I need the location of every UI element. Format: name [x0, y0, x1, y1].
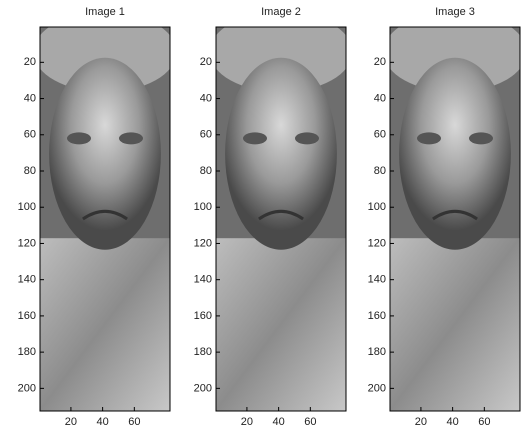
x-tick-label: 20	[415, 416, 427, 428]
x-tick-label: 60	[304, 416, 316, 428]
y-tick-label: 180	[18, 346, 36, 358]
y-tick-label: 100	[18, 201, 36, 213]
image	[34, 12, 177, 411]
y-tick-label: 60	[200, 129, 212, 141]
y-tick-label: 40	[200, 92, 212, 104]
bust	[40, 238, 170, 411]
eye	[67, 132, 91, 144]
x-tick-label: 60	[128, 416, 140, 428]
x-tick-label: 60	[478, 416, 490, 428]
y-tick-label: 180	[194, 346, 212, 358]
face	[399, 58, 511, 250]
eye	[417, 132, 441, 144]
y-tick-label: 40	[374, 92, 386, 104]
y-tick-label: 160	[194, 310, 212, 322]
y-tick-label: 20	[24, 56, 36, 68]
y-tick-label: 160	[368, 310, 386, 322]
y-tick-label: 200	[18, 382, 36, 394]
y-tick-label: 60	[374, 129, 386, 141]
y-tick-label: 40	[24, 92, 36, 104]
x-tick-label: 40	[446, 416, 458, 428]
y-tick-label: 60	[24, 129, 36, 141]
y-tick-label: 80	[374, 165, 386, 177]
eye	[469, 132, 493, 144]
eye	[295, 132, 319, 144]
x-tick-label: 40	[272, 416, 284, 428]
y-tick-label: 120	[18, 237, 36, 249]
y-tick-label: 140	[18, 274, 36, 286]
y-tick-label: 160	[18, 310, 36, 322]
x-tick-label: 40	[96, 416, 108, 428]
y-tick-label: 140	[194, 274, 212, 286]
y-tick-label: 120	[194, 237, 212, 249]
eye	[119, 132, 143, 144]
y-tick-label: 100	[194, 201, 212, 213]
x-tick-label: 20	[241, 416, 253, 428]
face	[225, 58, 337, 250]
figure: Image 1 20 40 60 20 40 60 80 100 120 140 160 180 200 I…	[0, 0, 521, 430]
y-tick-label: 140	[368, 274, 386, 286]
y-tick-label: 80	[200, 165, 212, 177]
y-tick-label: 100	[368, 201, 386, 213]
axes-title: Image 3	[435, 6, 475, 18]
bust	[390, 238, 520, 411]
axes-title: Image 1	[85, 6, 125, 18]
y-tick-label: 20	[200, 56, 212, 68]
y-tick-label: 200	[194, 382, 212, 394]
page: Image 1 20 40 60 20 40 60 80 100 120 140 160 180 200 I…	[0, 0, 521, 430]
bust	[216, 238, 346, 411]
y-tick-label: 120	[368, 237, 386, 249]
y-tick-label: 180	[368, 346, 386, 358]
y-tick-label: 80	[24, 165, 36, 177]
axes-title: Image 2	[261, 6, 301, 18]
x-tick-label: 20	[65, 416, 77, 428]
y-tick-label: 200	[368, 382, 386, 394]
eye	[243, 132, 267, 144]
face	[49, 58, 161, 250]
image	[384, 12, 521, 411]
y-tick-label: 20	[374, 56, 386, 68]
image	[210, 12, 353, 411]
